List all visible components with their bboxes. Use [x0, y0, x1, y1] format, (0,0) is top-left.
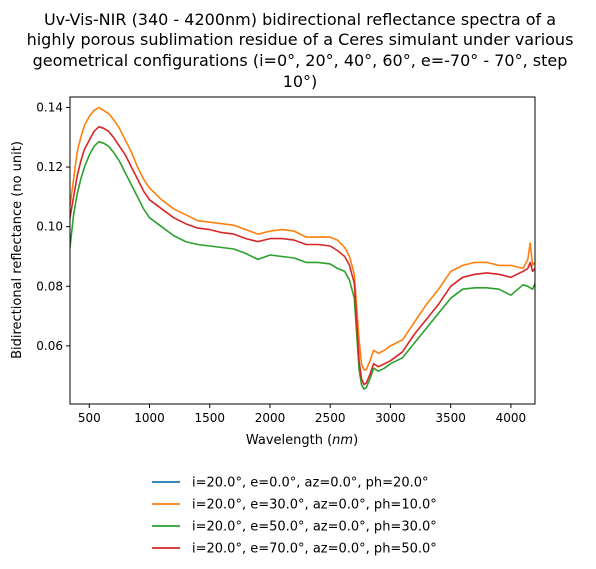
x-tick-label: 3500	[435, 411, 466, 425]
x-tick-label: 500	[78, 411, 101, 425]
x-axis-label-suffix: )	[353, 433, 358, 448]
x-axis-label-unit: nm	[332, 433, 353, 448]
y-tick-label: 0.14	[36, 100, 63, 114]
legend-label-1: i=20.0°, e=0.0°, az=0.0°, ph=20.0°	[192, 476, 429, 491]
chart-title-line-1: Uv-Vis-NIR (340 - 4200nm) bidirectional …	[44, 10, 556, 29]
chart-title-line-2: highly porous sublimation residue of a C…	[27, 30, 574, 49]
x-axis-label: Wavelength (nm)	[246, 433, 358, 448]
x-tick-label: 3000	[375, 411, 406, 425]
x-tick-label: 1500	[194, 411, 225, 425]
chart-title: Uv-Vis-NIR (340 - 4200nm) bidirectional …	[27, 10, 574, 91]
series-line-4	[70, 126, 535, 386]
plot-area	[69, 96, 536, 405]
x-tick-label: 2000	[255, 411, 286, 425]
y-tick-label: 0.10	[36, 220, 63, 234]
x-axis: 500 1000 1500 2000 2500 3000 3500 4000	[78, 404, 526, 425]
plot-frame	[69, 96, 536, 405]
x-tick-label: 1000	[134, 411, 165, 425]
series-line-2	[70, 106, 535, 371]
x-tick-label: 2500	[315, 411, 346, 425]
y-axis: 0.06 0.08 0.10 0.12 0.14	[36, 100, 70, 353]
series-line-3	[70, 140, 535, 390]
x-axis-label-prefix: Wavelength (	[246, 433, 332, 448]
x-tick-label: 4000	[496, 411, 527, 425]
y-tick-label: 0.08	[36, 279, 63, 293]
legend-label-2: i=20.0°, e=30.0°, az=0.0°, ph=10.0°	[192, 498, 437, 513]
chart-title-line-4: 10°)	[283, 72, 318, 91]
y-axis-label: Bidirectional reflectance (no unit)	[10, 141, 25, 359]
y-tick-label: 0.12	[36, 160, 63, 174]
legend-label-3: i=20.0°, e=50.0°, az=0.0°, ph=30.0°	[192, 520, 437, 535]
legend: i=20.0°, e=0.0°, az=0.0°, ph=20.0° i=20.0…	[152, 476, 437, 557]
y-tick-label: 0.06	[36, 339, 63, 353]
chart-title-line-3: geometrical configurations (i=0°, 20°, 4…	[33, 51, 568, 70]
legend-label-4: i=20.0°, e=70.0°, az=0.0°, ph=50.0°	[192, 542, 437, 557]
